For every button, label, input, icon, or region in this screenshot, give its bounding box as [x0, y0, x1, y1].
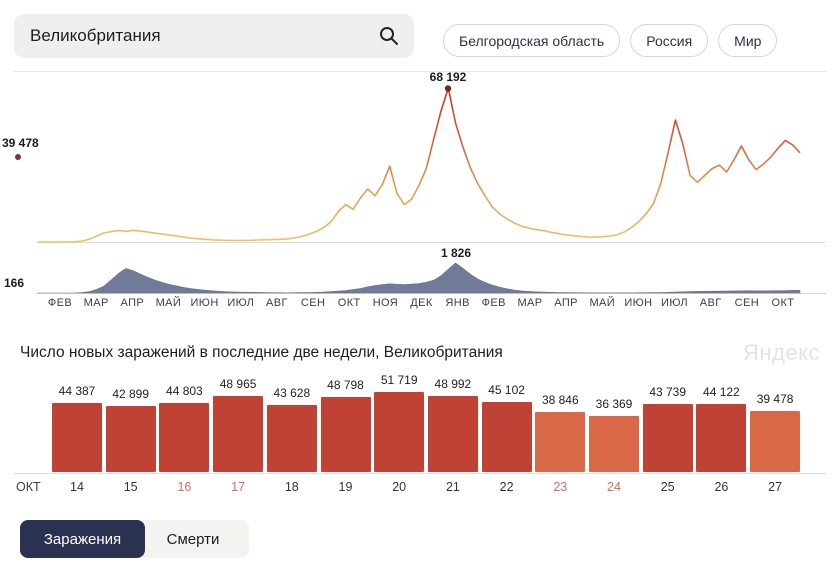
month-label: ОКТ: [772, 297, 795, 309]
bar[interactable]: [589, 415, 639, 472]
bar[interactable]: [213, 396, 264, 472]
section-title: Число новых заражений в последние две не…: [20, 344, 503, 361]
bar-chart-month-label: ОКТ: [16, 480, 41, 494]
peak-infections-label: 68 192: [430, 70, 467, 84]
day-label: 24: [607, 480, 621, 494]
month-axis: ФЕВ МАР АПР МАЙ ИЮН ИЮЛ АВГ СЕН ОКТ НОЯ ДЕК ЯНВ ФЕВ М…: [48, 296, 795, 309]
daily-bar-chart: ОКТ 44 387 14 42 899 15 44 803 16 48 965 17 43 6…: [0, 370, 840, 500]
month-label: ОКТ: [338, 297, 361, 309]
yandex-watermark: Яндекс: [743, 340, 820, 365]
search-icon[interactable]: [378, 25, 400, 47]
day-label: 25: [660, 480, 675, 494]
bar[interactable]: [642, 404, 693, 472]
month-label: АВГ: [700, 297, 722, 309]
day-label: 20: [392, 480, 407, 494]
metric-tabs: Заражения Смерти: [20, 520, 320, 558]
month-label: СЕН: [301, 297, 325, 309]
peak-deaths-label: 1 826: [441, 246, 471, 260]
tab-infections[interactable]: Заражения: [20, 520, 145, 558]
current-infections-label: 39 478: [2, 136, 39, 150]
bar[interactable]: [266, 404, 317, 472]
infections-line-series: [38, 87, 801, 243]
month-label: СЕН: [735, 297, 759, 309]
day-label: 27: [768, 480, 783, 494]
region-button-russia[interactable]: Россия: [630, 24, 709, 57]
month-label: АПР: [554, 297, 578, 309]
bar[interactable]: [750, 410, 801, 472]
month-label: НОЯ: [373, 297, 398, 309]
bar-value-label: 42 899: [112, 386, 150, 401]
month-label: МАР: [84, 297, 109, 309]
month-label: ИЮН: [191, 297, 219, 309]
region-button-world[interactable]: Мир: [718, 24, 778, 57]
day-label: 23: [553, 480, 568, 494]
bar-value-label: 38 846: [541, 392, 579, 407]
deaths-area-series: [38, 262, 801, 294]
bar-chart-axis: [14, 473, 826, 474]
month-label: МАР: [517, 297, 542, 309]
month-label: МАЙ: [156, 296, 182, 309]
bar[interactable]: [320, 396, 371, 472]
region-switcher: Белгородская область Россия Мир: [443, 24, 778, 57]
month-label: ИЮЛ: [227, 297, 254, 309]
current-deaths-label: 166: [4, 276, 24, 290]
day-label: 16: [177, 480, 192, 494]
bar[interactable]: [696, 403, 747, 472]
month-label: МАЙ: [589, 296, 615, 309]
month-label: ФЕВ: [48, 297, 72, 309]
bar[interactable]: [481, 402, 532, 472]
month-label: АВГ: [266, 297, 288, 309]
tab-deaths[interactable]: Смерти: [137, 520, 249, 558]
bar-value-label: 48 965: [219, 377, 257, 392]
month-label: ФЕВ: [482, 297, 506, 309]
month-label: ИЮН: [624, 297, 652, 309]
bar[interactable]: [374, 392, 425, 472]
bar-value-label: 48 798: [327, 377, 364, 392]
day-label: 17: [231, 480, 246, 494]
day-label: 22: [499, 480, 514, 494]
month-label: ДЕК: [410, 297, 433, 309]
bar-value-label: 45 102: [488, 383, 525, 398]
peak-infections-dot: [444, 85, 452, 92]
bar[interactable]: [105, 405, 156, 472]
day-label: 15: [123, 480, 138, 494]
bar-value-label: 43 628: [273, 385, 311, 400]
month-label: АПР: [120, 297, 144, 309]
day-label: 26: [714, 480, 729, 494]
bar[interactable]: [159, 402, 210, 472]
search-box[interactable]: [14, 14, 414, 58]
search-input[interactable]: [14, 26, 378, 46]
day-label: 14: [70, 480, 84, 494]
bar-value-label: 48 992: [434, 377, 472, 392]
bar-value-label: 43 739: [649, 385, 687, 400]
region-button-belgorodskaya-oblast[interactable]: Белгородская область: [443, 24, 621, 57]
bar[interactable]: [535, 411, 586, 472]
month-label: ЯНВ: [445, 297, 469, 309]
bar-value-label: 44 803: [166, 383, 203, 398]
month-label: ИЮЛ: [661, 297, 688, 309]
current-infections-dot: [15, 154, 21, 160]
day-label: 21: [445, 480, 460, 494]
bar[interactable]: [427, 396, 478, 472]
bar-value-label: 44 122: [703, 384, 740, 399]
bar-value-label: 51 719: [380, 373, 418, 387]
bar-value-label: 44 387: [58, 384, 96, 399]
bar-value-label: 39 478: [756, 391, 794, 406]
trend-chart[interactable]: 68 192 39 478 166 1 826 ФЕВ МАР АПР МАЙ ИЮН И…: [0, 0, 840, 320]
bar-value-label: 36 369: [595, 396, 633, 411]
day-label: 18: [284, 480, 299, 494]
bar[interactable]: [52, 403, 102, 472]
day-label: 19: [338, 480, 353, 494]
